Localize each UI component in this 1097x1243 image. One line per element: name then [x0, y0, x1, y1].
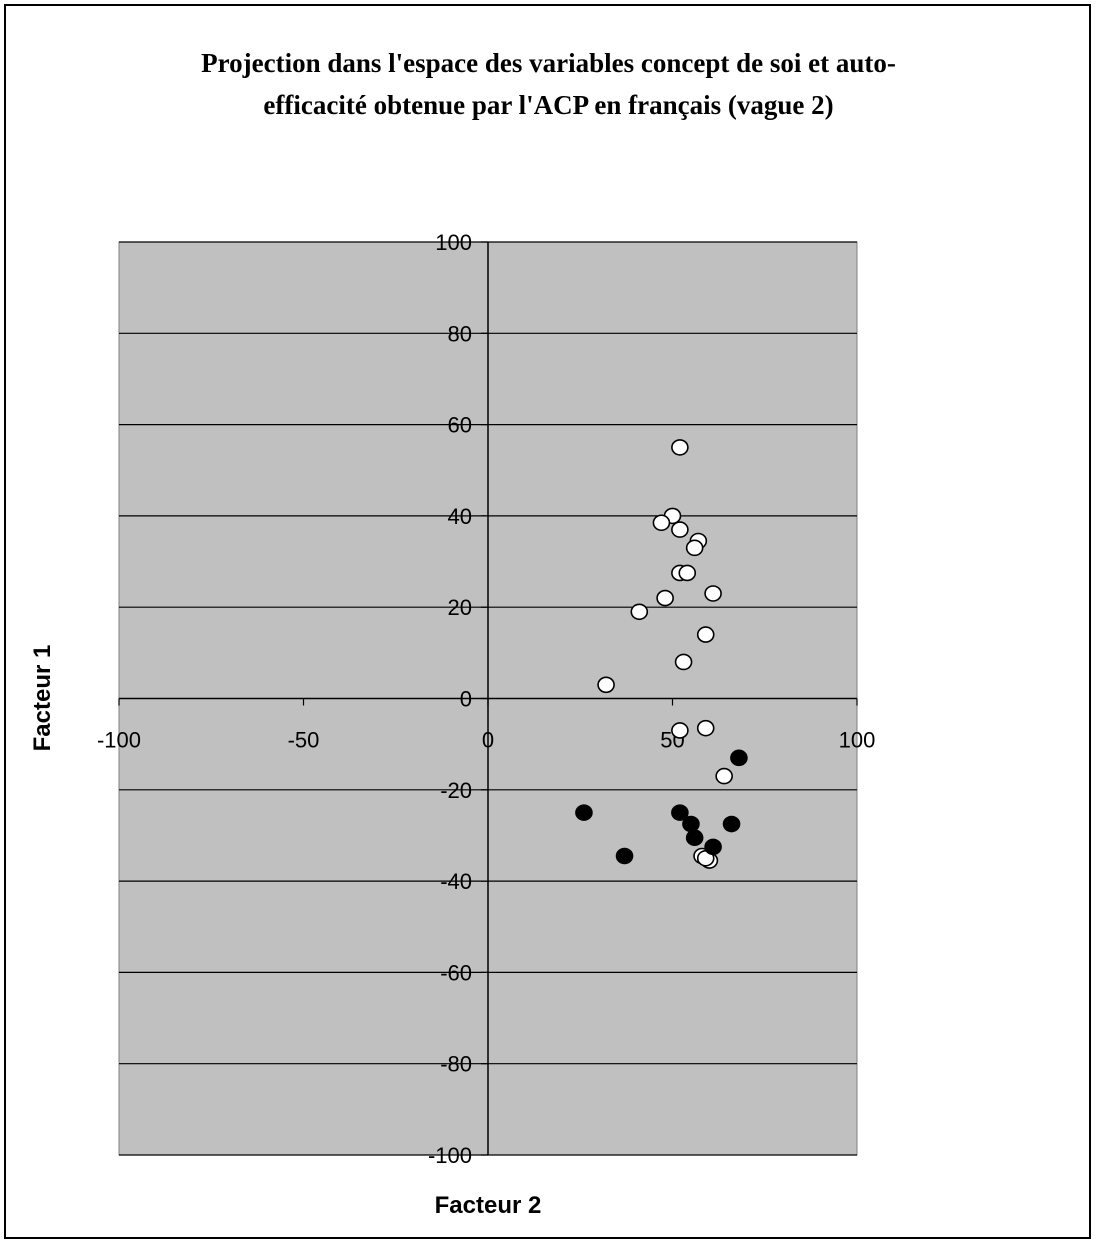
- filled-data-point: [704, 838, 722, 856]
- open-data-point: [671, 521, 689, 538]
- x-tick-labels: -100 -50 0 50 100: [97, 728, 875, 753]
- x-tick-label: 0: [482, 728, 494, 753]
- y-tick-label: 40: [448, 504, 472, 529]
- y-tick-label: 60: [448, 413, 472, 438]
- open-data-point: [678, 564, 697, 582]
- axes: [118, 241, 858, 1156]
- data-points: [575, 439, 748, 869]
- filled-data-point: [615, 847, 634, 865]
- y-tick-label: 20: [448, 595, 472, 620]
- y-tick-label: -80: [440, 1052, 472, 1077]
- y-tick-label: -60: [440, 960, 472, 985]
- chart-title-line-1: Projection dans l'espace des variables c…: [201, 48, 896, 78]
- open-data-point: [671, 722, 689, 739]
- filled-data-point: [671, 804, 689, 821]
- filled-data-point: [730, 749, 748, 767]
- open-data-point: [715, 767, 733, 785]
- open-data-point: [674, 653, 693, 671]
- open-data-point: [704, 585, 722, 602]
- y-tick-label: 100: [435, 230, 472, 255]
- open-data-point: [652, 514, 671, 532]
- open-data-point: [696, 626, 715, 643]
- chart-title-line-2: efficacité obtenue par l'ACP en français…: [263, 90, 834, 120]
- open-data-point: [597, 676, 615, 694]
- y-tick-labels: 100 80 60 40 20 0 -20 -40 -60 -80 -100: [428, 230, 472, 1168]
- open-data-point: [671, 439, 689, 456]
- y-tick-label: 80: [448, 321, 472, 346]
- y-tick-label: -40: [440, 869, 472, 894]
- filled-data-point: [685, 829, 704, 847]
- x-axis-label: Facteur 2: [435, 1192, 542, 1219]
- x-tick-label: -100: [97, 728, 141, 753]
- y-axis-label: Facteur 1: [29, 645, 56, 752]
- filled-data-point: [722, 815, 741, 833]
- open-data-point: [685, 539, 704, 557]
- filled-data-point: [575, 804, 593, 821]
- chart-title: Projection dans l'espace des variables c…: [0, 42, 1097, 126]
- open-data-point: [696, 719, 715, 737]
- y-tick-label: 0: [460, 687, 472, 712]
- y-tick-label: -20: [440, 778, 472, 803]
- x-tick-label: -50: [288, 728, 320, 753]
- open-data-point: [630, 603, 649, 621]
- open-data-point: [656, 589, 674, 607]
- x-tick-label: 100: [839, 728, 876, 753]
- y-tick-label: -100: [428, 1143, 472, 1168]
- filled-data-point: [682, 815, 700, 833]
